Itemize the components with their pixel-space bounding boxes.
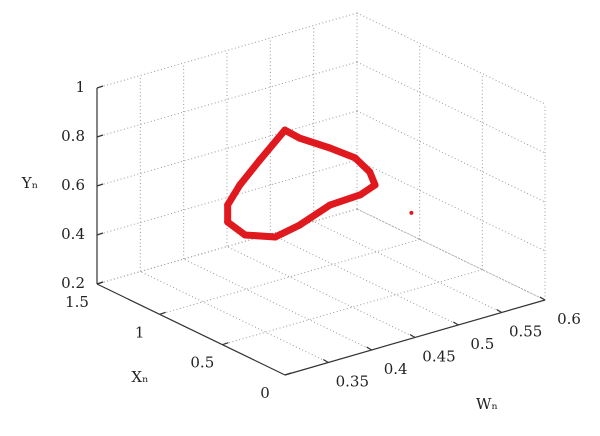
- y-tick-label: 1: [75, 78, 85, 96]
- grid-line: [222, 269, 483, 346]
- z-tick-label: 0.5: [470, 335, 494, 353]
- z-tick: [323, 358, 329, 364]
- trajectory: [224, 126, 379, 241]
- z-tick-label: 0.4: [384, 360, 408, 378]
- point: [296, 134, 304, 142]
- y-tick: [96, 232, 104, 236]
- point: [409, 210, 414, 215]
- point: [296, 221, 304, 229]
- z-tick: [539, 296, 546, 301]
- x-tick: [284, 372, 292, 376]
- point: [326, 201, 334, 209]
- y-tick-label: 0.8: [61, 127, 85, 145]
- y-tick: [96, 134, 104, 138]
- z-tick-label: 0.45: [422, 348, 455, 366]
- z-tick: [366, 346, 372, 351]
- grid-line: [356, 208, 546, 301]
- z-axis-label: Wₙ: [476, 395, 498, 413]
- z-tick-label: 0.55: [509, 323, 542, 341]
- z-tick-label: 0.35: [336, 373, 369, 391]
- point: [356, 191, 364, 199]
- y-tick-label: 0.2: [61, 274, 85, 292]
- x-axis: [96, 283, 286, 376]
- point: [224, 218, 232, 226]
- grid-line: [313, 221, 502, 313]
- grid-line: [159, 238, 420, 315]
- z-tick: [496, 308, 502, 314]
- point: [326, 144, 334, 152]
- point: [224, 201, 232, 209]
- z-tick: [409, 333, 416, 339]
- grid-line: [270, 233, 459, 326]
- y-tick-label: 0.4: [61, 225, 85, 243]
- point: [271, 233, 279, 241]
- y-tick: [96, 183, 104, 187]
- point: [236, 181, 244, 189]
- grid-line: [356, 12, 546, 105]
- x-axis-label: Xₙ: [131, 368, 148, 386]
- point: [371, 181, 379, 189]
- x-tick-label: 0: [260, 384, 270, 402]
- grid-line: [356, 159, 546, 252]
- grid-line: [140, 271, 329, 363]
- point: [281, 126, 289, 134]
- point: [241, 231, 249, 239]
- x-tick-label: 0.5: [190, 354, 214, 372]
- x-tick-label: 1: [135, 323, 145, 341]
- grid-line: [96, 12, 358, 89]
- x-tick: [222, 342, 229, 346]
- y-tick-label: 0.6: [61, 176, 85, 194]
- y-axis-label: Yₙ: [21, 174, 38, 192]
- point: [256, 156, 264, 164]
- grid-line: [226, 246, 416, 338]
- y-tick: [96, 85, 104, 89]
- x-tick-label: 1.5: [65, 293, 89, 311]
- x-tick: [96, 281, 104, 285]
- grid-line: [356, 61, 546, 154]
- z-tick: [453, 321, 459, 326]
- point: [366, 168, 374, 176]
- grid-line: [356, 110, 546, 203]
- point: [351, 154, 359, 162]
- x-tick: [159, 311, 166, 315]
- grid-line: [356, 208, 546, 301]
- grid-line: [183, 258, 372, 351]
- z-tick-label: 0.6: [557, 310, 581, 328]
